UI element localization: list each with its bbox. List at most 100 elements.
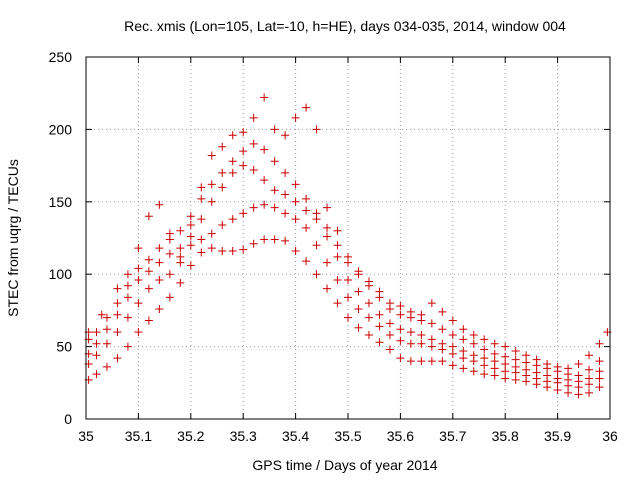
y-tick-label: 100 bbox=[49, 266, 73, 282]
data-point bbox=[396, 310, 405, 319]
x-tick-label: 35.3 bbox=[230, 428, 257, 444]
data-point bbox=[186, 220, 195, 229]
data-point bbox=[417, 357, 426, 366]
data-point bbox=[312, 270, 321, 279]
y-tick-label: 0 bbox=[64, 411, 72, 427]
data-point bbox=[427, 335, 436, 344]
data-point bbox=[459, 364, 468, 373]
data-point bbox=[197, 194, 206, 203]
data-point bbox=[364, 299, 373, 308]
data-point bbox=[459, 335, 468, 344]
data-point bbox=[270, 203, 279, 212]
data-point bbox=[333, 226, 342, 235]
data-point bbox=[490, 349, 499, 358]
data-point bbox=[354, 323, 363, 332]
data-point bbox=[406, 339, 415, 348]
data-point bbox=[218, 183, 227, 192]
data-point bbox=[281, 168, 290, 177]
data-point bbox=[207, 244, 216, 253]
data-point bbox=[364, 277, 373, 286]
data-point bbox=[427, 299, 436, 308]
data-point bbox=[385, 345, 394, 354]
data-point bbox=[228, 168, 237, 177]
data-point bbox=[228, 215, 237, 224]
data-point bbox=[501, 342, 510, 351]
data-point bbox=[333, 241, 342, 250]
data-point bbox=[228, 247, 237, 256]
series-arc-c bbox=[84, 161, 604, 386]
data-point bbox=[113, 284, 122, 293]
data-point bbox=[165, 249, 174, 258]
data-point bbox=[459, 325, 468, 334]
data-point bbox=[155, 304, 164, 313]
data-point bbox=[406, 307, 415, 316]
data-point bbox=[144, 255, 153, 264]
data-point bbox=[260, 93, 269, 102]
data-point bbox=[553, 374, 562, 383]
data-point bbox=[291, 215, 300, 224]
data-point bbox=[134, 299, 143, 308]
data-point bbox=[364, 313, 373, 322]
data-point bbox=[396, 354, 405, 363]
data-point bbox=[595, 367, 604, 376]
data-point bbox=[207, 151, 216, 160]
data-point bbox=[228, 157, 237, 166]
data-point bbox=[385, 319, 394, 328]
data-point bbox=[511, 355, 520, 364]
data-point bbox=[480, 345, 489, 354]
data-point bbox=[155, 244, 164, 253]
data-point bbox=[218, 142, 227, 151]
data-point bbox=[239, 209, 248, 218]
data-point bbox=[354, 287, 363, 296]
y-tick-labels: 0 50 100 150 200 250 bbox=[49, 49, 73, 427]
series-arc-d bbox=[84, 139, 604, 380]
data-point bbox=[165, 229, 174, 238]
data-point bbox=[532, 368, 541, 377]
data-point bbox=[323, 258, 332, 267]
x-tick-label: 35.6 bbox=[387, 428, 414, 444]
data-point bbox=[480, 335, 489, 344]
data-point bbox=[102, 325, 111, 334]
data-point bbox=[218, 247, 227, 256]
data-point bbox=[302, 206, 311, 215]
data-point bbox=[438, 357, 447, 366]
data-point bbox=[270, 157, 279, 166]
x-tick-label: 35.1 bbox=[125, 428, 152, 444]
data-point bbox=[155, 275, 164, 284]
data-point bbox=[480, 361, 489, 370]
data-point bbox=[123, 342, 132, 351]
data-point bbox=[249, 113, 258, 122]
data-point bbox=[92, 339, 101, 348]
data-point bbox=[574, 371, 583, 380]
data-point bbox=[595, 383, 604, 392]
data-point bbox=[375, 338, 384, 347]
data-point bbox=[501, 367, 510, 376]
data-point bbox=[406, 328, 415, 337]
y-tick-label: 50 bbox=[56, 339, 72, 355]
data-point bbox=[144, 212, 153, 221]
data-point bbox=[92, 370, 101, 379]
data-point bbox=[459, 346, 468, 355]
data-point bbox=[501, 374, 510, 383]
data-point bbox=[490, 364, 499, 373]
data-point bbox=[134, 244, 143, 253]
data-point bbox=[218, 168, 227, 177]
data-point bbox=[385, 299, 394, 308]
data-point bbox=[186, 261, 195, 270]
data-point bbox=[155, 200, 164, 209]
data-point bbox=[249, 203, 258, 212]
y-tick-label: 150 bbox=[49, 194, 73, 210]
data-point bbox=[113, 299, 122, 308]
data-point bbox=[375, 310, 384, 319]
data-point bbox=[564, 388, 573, 397]
data-point bbox=[574, 390, 583, 399]
x-tick-label: 35.5 bbox=[334, 428, 361, 444]
x-tick-label: 35.9 bbox=[544, 428, 571, 444]
data-point bbox=[469, 351, 478, 360]
data-point bbox=[144, 267, 153, 276]
data-point bbox=[511, 375, 520, 384]
data-point bbox=[92, 351, 101, 360]
data-point bbox=[427, 357, 436, 366]
data-point bbox=[553, 362, 562, 371]
